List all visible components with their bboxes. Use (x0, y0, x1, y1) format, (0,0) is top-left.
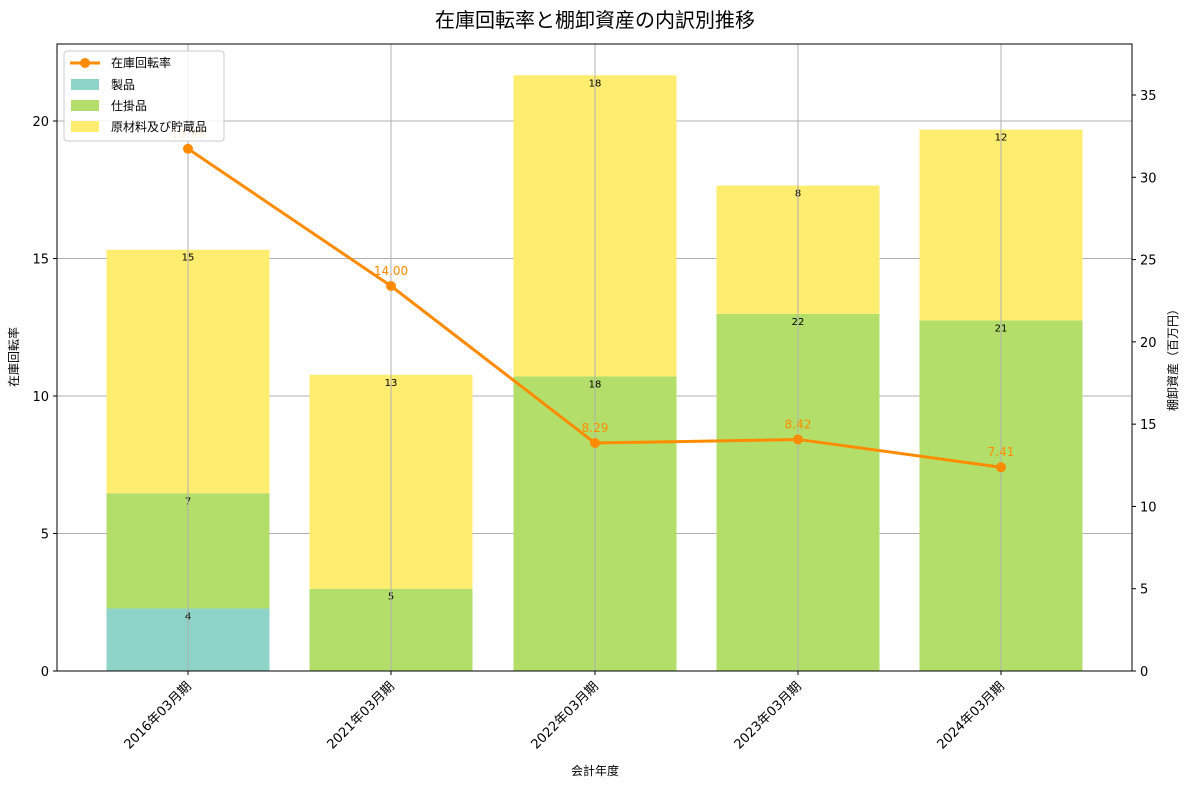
turnover-value-label: 14.00 (374, 264, 408, 278)
tick-label-left: 10 (32, 390, 49, 405)
legend-label: 原材料及び貯蔵品 (111, 120, 207, 134)
tick-label-x: 2022年03月期 (529, 679, 602, 752)
turnover-point (793, 434, 803, 445)
turnover-point (386, 281, 396, 291)
legend-marker (80, 58, 90, 68)
legend-swatch (71, 79, 99, 90)
tick-label-left: 5 (41, 528, 49, 543)
grid-vertical (187, 44, 1002, 671)
turnover-value-label: 7.41 (988, 445, 1015, 459)
legend-label: 在庫回転率 (111, 55, 171, 70)
chart-title: 在庫回転率と棚卸資産の内訳別推移 (435, 8, 755, 32)
tick-label-x: 2024年03月期 (935, 679, 1008, 752)
x-axis-label: 会計年度 (571, 763, 619, 778)
legend-label: 製品 (111, 78, 135, 92)
y-axis-right-label: 棚卸資産（百万円） (1165, 303, 1180, 411)
tick-label-right: 35 (1140, 89, 1157, 104)
legend-box (63, 50, 225, 142)
turnover-point (183, 143, 193, 154)
y-axis-left-label: 在庫回転率 (6, 327, 21, 387)
turnover-point (996, 462, 1006, 473)
legend-label: 仕掛品 (111, 98, 147, 113)
legend-swatch (71, 121, 99, 132)
tick-label-right: 10 (1140, 500, 1157, 515)
tick-label-left: 15 (32, 253, 49, 268)
tick-label-right: 20 (1140, 336, 1157, 351)
turnover-value-label: 8.42 (785, 417, 812, 431)
tick-label-left: 0 (41, 665, 49, 680)
turnover-point (590, 438, 600, 449)
tick-label-right: 0 (1140, 665, 1148, 680)
tick-label-right: 30 (1140, 171, 1157, 186)
tick-label-left: 20 (32, 115, 49, 130)
turnover-value-label: 8.29 (582, 421, 609, 435)
tick-label-right: 15 (1140, 418, 1157, 433)
legend-swatch (71, 100, 99, 111)
tick-label-x: 2023年03月期 (732, 679, 805, 752)
tick-label-right: 5 (1140, 583, 1148, 598)
tick-label-x: 2021年03月期 (325, 679, 398, 752)
tick-label-right: 25 (1140, 254, 1157, 269)
tick-label-x: 2016年03月期 (122, 679, 195, 752)
